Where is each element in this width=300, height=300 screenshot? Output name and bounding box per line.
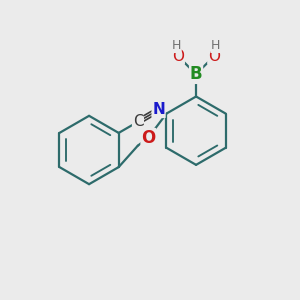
Text: O: O xyxy=(208,49,220,64)
Text: O: O xyxy=(141,129,155,147)
Text: H: H xyxy=(172,39,181,52)
Text: H: H xyxy=(211,39,220,52)
Text: N: N xyxy=(152,102,165,117)
Text: B: B xyxy=(190,65,203,83)
Text: C: C xyxy=(133,114,143,129)
Text: O: O xyxy=(172,49,184,64)
